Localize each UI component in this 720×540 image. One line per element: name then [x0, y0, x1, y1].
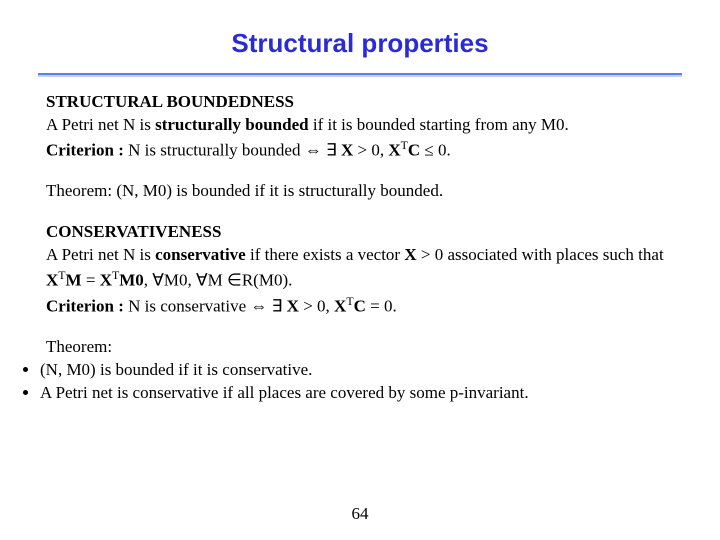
boundedness-definition: A Petri net N is structurally bounded if… [46, 114, 680, 137]
section-heading-boundedness: STRUCTURAL BOUNDEDNESS [46, 91, 680, 114]
text: > 0, [299, 297, 334, 316]
var-x: X [100, 271, 112, 290]
text: > 0 associated with places such that [417, 245, 664, 264]
text: = 0. [366, 297, 397, 316]
var-c: C [408, 141, 420, 160]
text: N is structurally bounded ⇔ ∃ [124, 141, 341, 160]
var-x: X [341, 141, 353, 160]
title-rule [38, 73, 682, 77]
var-c: C [354, 297, 366, 316]
text: if it is bounded starting from any M0. [309, 115, 569, 134]
text: = [82, 271, 100, 290]
text: N is conservative ⇔ ∃ [124, 297, 287, 316]
criterion-label: Criterion : [46, 297, 124, 316]
theorem-bullets: (N, M0) is bounded if it is conservative… [0, 359, 720, 405]
var-x: X [388, 141, 400, 160]
conservativeness-criterion: Criterion : N is conservative ⇔ ∃ X > 0,… [46, 293, 680, 319]
superscript-t: T [346, 294, 353, 308]
var-x: X [404, 245, 416, 264]
bullet-item: (N, M0) is bounded if it is conservative… [40, 359, 720, 382]
slide-body: STRUCTURAL BOUNDEDNESS A Petri net N is … [0, 91, 720, 359]
var-x: X [46, 271, 58, 290]
text: > 0, [353, 141, 388, 160]
boundedness-criterion: Criterion : N is structurally bounded ⇔ … [46, 137, 680, 163]
slide: Structural properties STRUCTURAL BOUNDED… [0, 0, 720, 540]
slide-title: Structural properties [0, 28, 720, 59]
conservativeness-definition: A Petri net N is conservative if there e… [46, 244, 680, 293]
var-x: X [334, 297, 346, 316]
section-heading-conservativeness: CONSERVATIVENESS [46, 221, 680, 244]
term: conservative [155, 245, 246, 264]
text: A Petri net N is [46, 245, 155, 264]
page-number: 64 [0, 504, 720, 524]
var-x: X [287, 297, 299, 316]
criterion-label: Criterion : [46, 141, 124, 160]
superscript-t: T [401, 138, 408, 152]
var-m: M [66, 271, 82, 290]
text: , ∀M0, ∀M ∈R(M0). [144, 271, 293, 290]
theorem-lead: Theorem: [46, 336, 680, 359]
text: ≤ 0. [420, 141, 451, 160]
boundedness-theorem: Theorem: (N, M0) is bounded if it is str… [46, 180, 680, 203]
text: if there exists a vector [246, 245, 405, 264]
var-m0: M0 [119, 271, 144, 290]
superscript-t: T [58, 268, 65, 282]
term: structurally bounded [155, 115, 309, 134]
bullet-item: A Petri net is conservative if all place… [40, 382, 720, 405]
text: A Petri net N is [46, 115, 155, 134]
